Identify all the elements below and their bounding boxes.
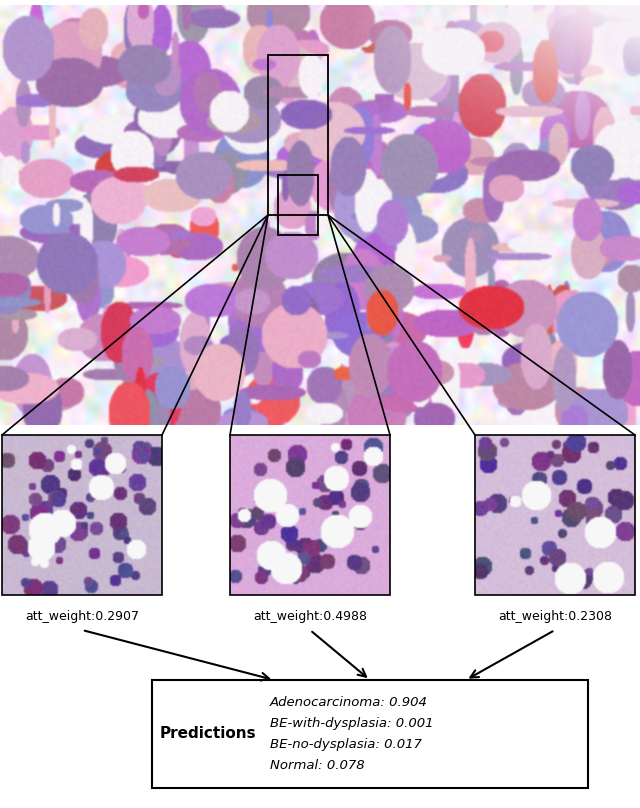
Text: Predictions: Predictions [160,726,257,742]
Text: att_weight:0.2308: att_weight:0.2308 [498,610,612,623]
Bar [230,435,390,595]
Text: att_weight:0.2907: att_weight:0.2907 [25,610,139,623]
Text: Normal: 0.078: Normal: 0.078 [270,759,365,772]
Bar [475,435,635,595]
Text: Adenocarcinoma: 0.904: Adenocarcinoma: 0.904 [270,696,428,709]
Text: att_weight:0.4988: att_weight:0.4988 [253,610,367,623]
Text: BE-with-dysplasia: 0.001: BE-with-dysplasia: 0.001 [270,717,433,730]
Bar [2,435,162,595]
Bar [152,680,588,788]
Text: BE-no-dysplasia: 0.017: BE-no-dysplasia: 0.017 [270,738,422,751]
Bar [278,175,318,235]
Bar [268,55,328,215]
